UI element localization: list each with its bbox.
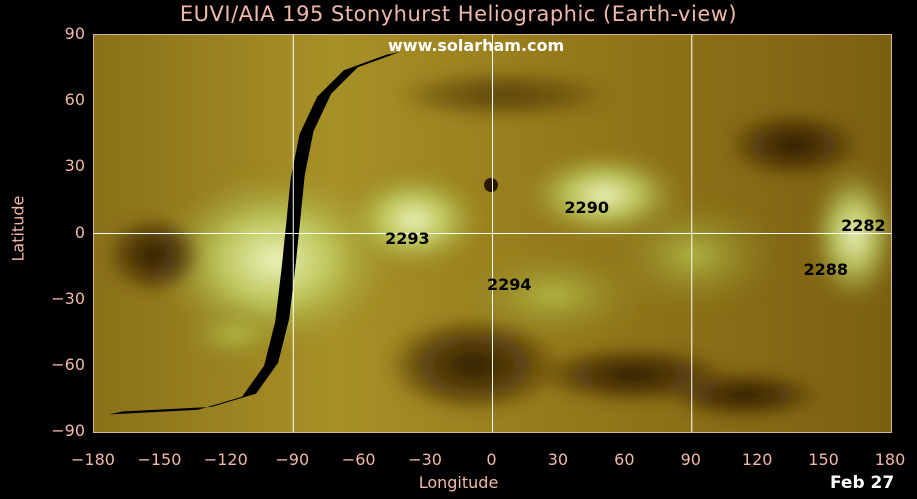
x-tick-label: −90	[275, 450, 310, 469]
dark-region	[394, 70, 614, 120]
active-region-label: 2288	[803, 259, 849, 279]
x-tick-label: −150	[137, 450, 182, 469]
x-tick-label: 150	[808, 450, 839, 469]
heliographic-map	[93, 34, 892, 433]
dark-region	[724, 110, 864, 180]
dark-region	[664, 370, 824, 420]
y-axis-label: Latitude	[8, 195, 28, 262]
bright-region	[154, 170, 394, 350]
bright-region	[344, 170, 484, 270]
active-region-label: 2293	[385, 229, 430, 249]
active-region-label: 2294	[486, 275, 532, 295]
dark-region	[384, 315, 564, 415]
x-tick-label: 0	[486, 450, 497, 469]
watermark-text: www.solarham.com	[388, 36, 565, 55]
grid-lines	[94, 35, 891, 432]
date-label: Feb 27	[830, 473, 895, 493]
x-tick-label: −60	[341, 450, 376, 469]
plot-title: EUVI/AIA 195 Stonyhurst Heliographic (Ea…	[179, 2, 738, 26]
active-region-label: 2290	[564, 198, 609, 218]
bright-region	[809, 165, 891, 305]
x-tick-label: −120	[203, 450, 248, 469]
x-tick-label: 90	[680, 450, 701, 469]
y-tick-label: −30	[51, 288, 85, 308]
y-tick-label: 60	[64, 90, 85, 110]
y-tick-label: −90	[51, 421, 85, 440]
x-tick-label: 60	[614, 450, 635, 469]
active-region-label: 2282	[841, 215, 886, 235]
bright-region	[174, 305, 294, 365]
dark-region	[104, 215, 204, 295]
x-tick-label: 120	[741, 450, 773, 469]
y-tick-label: 90	[64, 24, 85, 43]
bright-region	[604, 195, 784, 315]
x-tick-label: −180	[71, 450, 115, 469]
x-axis-label: Longitude	[418, 473, 499, 492]
x-tick-label: 180	[874, 450, 906, 469]
dark-spot	[484, 178, 498, 192]
y-tick-label: −60	[51, 354, 85, 374]
heliographic-map-image	[94, 35, 891, 432]
y-tick-label: 30	[64, 156, 85, 176]
y-tick-label: 0	[74, 222, 85, 242]
x-tick-label: −30	[408, 450, 442, 469]
emission-features	[104, 70, 891, 420]
x-tick-label: 30	[547, 450, 569, 469]
